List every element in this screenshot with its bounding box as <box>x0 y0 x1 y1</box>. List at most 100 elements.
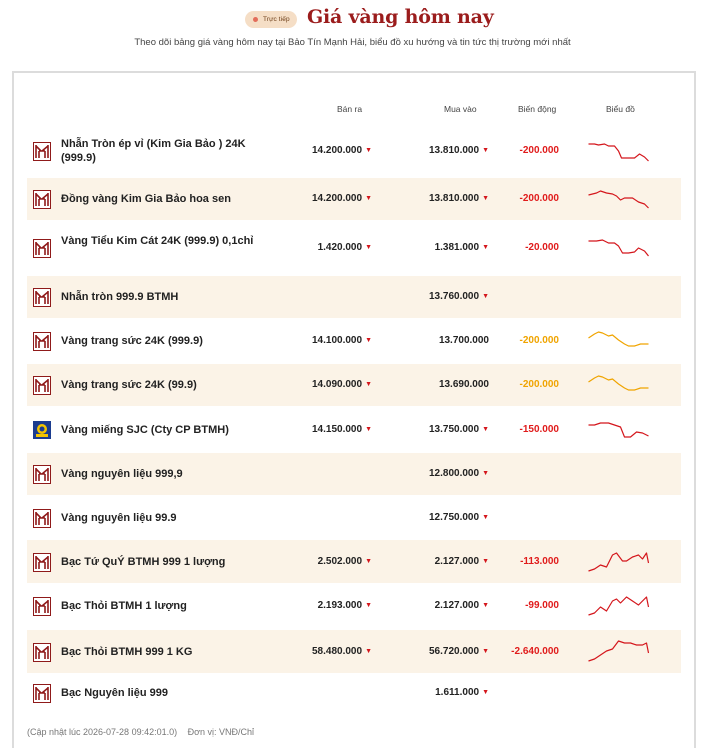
sell-price-value: 14.150.000 <box>312 424 363 435</box>
table-row[interactable]: Bạc Tứ QuÝ BTMH 999 1 lượng 2.502.000 ▼ 2.1… <box>27 540 681 583</box>
table-row[interactable]: Nhẫn Tròn ép vỉ (Kim Gia Bảo ) 24K (999.… <box>27 129 681 173</box>
table-row[interactable]: Đồng vàng Kim Gia Bảo hoa sen 14.200.000 ▼… <box>27 178 681 220</box>
table-row[interactable]: Bạc Thỏi BTMH 1 lượng 2.193.000 ▼ 2.127.000… <box>27 585 681 627</box>
down-arrow-icon: ▼ <box>365 244 372 251</box>
table-row[interactable]: Vàng trang sức 24K (99.9) 14.090.000 ▼ 13.6… <box>27 364 681 406</box>
sell-price: 2.502.000 ▼ <box>318 556 372 567</box>
sell-price: 58.480.000 ▼ <box>312 646 372 657</box>
trend-sparkline[interactable] <box>587 593 651 619</box>
buy-price: 13.810.000 ▼ <box>429 193 489 204</box>
table-row[interactable]: Vàng trang sức 24K (999.9) 14.100.000 ▼ 13.… <box>27 320 681 362</box>
buy-price-value: 1.611.000 <box>435 687 480 698</box>
down-arrow-icon: ▼ <box>365 147 372 154</box>
sell-price: 2.193.000 ▼ <box>318 600 372 611</box>
product-name: Bạc Thỏi BTMH 999 1 KG <box>61 645 193 658</box>
column-header-chart: Biểu đồ <box>606 104 635 114</box>
table-row[interactable]: Bạc Thỏi BTMH 999 1 KG 58.480.000 ▼ 56.720.… <box>27 630 681 673</box>
product-name: Vàng trang sức 24K (999.9) <box>61 335 203 347</box>
down-arrow-icon: ▼ <box>365 647 372 655</box>
product-name: Bạc Nguyên liệu 999 <box>61 687 168 699</box>
page-header: Trực tiếp Giá vàng hôm nay Theo dõi bảng… <box>0 0 705 60</box>
buy-price-value: 12.800.000 <box>429 468 480 479</box>
btmh-logo-icon <box>33 190 51 209</box>
product-name: Nhẫn Tròn ép vỉ (Kim Gia Bảo ) 24K (999.… <box>61 138 246 164</box>
down-arrow-icon: ▼ <box>365 195 372 202</box>
sell-price-value: 2.193.000 <box>317 600 363 611</box>
sell-price: 14.200.000 ▼ <box>312 145 372 156</box>
page-title: Giá vàng hôm nay <box>307 6 494 28</box>
down-arrow-icon: ▼ <box>482 426 489 433</box>
table-row[interactable]: Vàng Tiểu Kim Cát 24K (999.9) 0,1chỉ 1.42… <box>27 225 681 271</box>
sell-price: 1.420.000 ▼ <box>318 242 372 253</box>
buy-price-value: 13.750.000 <box>429 424 480 435</box>
sell-price-value: 2.502.000 <box>317 555 363 567</box>
down-arrow-icon: ▼ <box>365 602 372 609</box>
trend-line <box>588 422 649 438</box>
buy-price-value: 13.690.000 <box>438 379 489 390</box>
buy-price: 13.700.000 <box>439 335 489 346</box>
sell-price-value: 14.200.000 <box>312 145 363 156</box>
last-updated-text: (Cập nhật lúc 2026-07-28 09:42:01.0) <box>27 727 178 737</box>
trend-sparkline[interactable] <box>587 138 651 164</box>
trend-sparkline[interactable] <box>587 417 651 443</box>
buy-price-value: 12.750.000 <box>429 512 480 523</box>
trend-line <box>588 639 650 662</box>
unit-text: Đơn vị: VNĐ/Chỉ <box>187 727 255 737</box>
btmh-logo-icon <box>33 288 51 307</box>
down-arrow-icon: ▼ <box>482 602 489 609</box>
buy-price-value: 13.810.000 <box>429 145 480 156</box>
down-arrow-icon: ▼ <box>482 647 489 655</box>
btmh-logo-icon <box>33 465 51 484</box>
btmh-logo-icon <box>33 552 51 572</box>
down-arrow-icon: ▼ <box>482 689 489 696</box>
buy-price: 13.690.000 <box>439 379 489 390</box>
btmh-logo-icon <box>33 597 51 616</box>
product-name: Đồng vàng Kim Gia Bảo hoa sen <box>61 193 231 205</box>
buy-price: 12.750.000 ▼ <box>429 512 489 523</box>
price-change: -200.000 <box>519 379 559 390</box>
table-row[interactable]: Vàng nguyên liệu 99.9 12.750.000 ▼ <box>27 497 681 539</box>
product-name: Nhẫn tròn 999.9 BTMH <box>61 291 179 303</box>
trend-sparkline[interactable] <box>587 372 651 398</box>
price-change: -2.640.000 <box>511 645 559 657</box>
product-name: Vàng miếng SJC (Cty CP BTMH) <box>61 424 229 436</box>
page-subtitle: Theo dõi bảng giá vàng hôm nay tại Bảo T… <box>134 37 571 48</box>
btmh-logo-icon <box>33 239 51 258</box>
table-row[interactable]: Bạc Nguyên liệu 999 1.611.000 ▼ <box>27 673 681 713</box>
price-change: -200.000 <box>519 145 559 156</box>
buy-price-value: 13.700.000 <box>438 335 489 346</box>
buy-price-value: 2.127.000 <box>434 555 480 567</box>
product-name: Bạc Thỏi BTMH 1 lượng <box>61 600 187 612</box>
price-change: -99.000 <box>525 600 559 611</box>
column-header-sell: Bán ra <box>337 104 363 114</box>
buy-price-value: 13.810.000 <box>429 193 480 204</box>
buy-price-value: 1.381.000 <box>434 242 480 253</box>
table-footer: (Cập nhật lúc 2026-07-28 09:42:01.0) Đơn… <box>27 727 262 737</box>
trend-sparkline[interactable] <box>587 186 651 212</box>
sell-price-value: 14.090.000 <box>312 379 363 390</box>
trend-line <box>588 551 650 572</box>
trend-sparkline[interactable] <box>587 639 651 665</box>
btmh-logo-icon <box>33 142 51 161</box>
sell-price: 14.100.000 ▼ <box>312 335 372 346</box>
product-name: Vàng Tiểu Kim Cát 24K (999.9) 0,1chỉ <box>61 235 254 247</box>
trend-line <box>588 375 649 391</box>
product-name: Bạc Tứ QuÝ BTMH 999 1 lượng <box>61 555 226 568</box>
buy-price: 13.750.000 ▼ <box>429 424 489 435</box>
table-row[interactable]: Vàng miếng SJC (Cty CP BTMH) 14.150.000 ▼ 1… <box>27 408 681 452</box>
trend-sparkline[interactable] <box>587 549 651 575</box>
btmh-logo-icon <box>33 376 51 395</box>
trend-sparkline[interactable] <box>587 328 651 354</box>
trend-line <box>588 190 649 209</box>
buy-price: 13.810.000 ▼ <box>429 145 489 156</box>
trend-sparkline[interactable] <box>587 235 651 261</box>
buy-price: 13.760.000 ▼ <box>429 291 489 302</box>
buy-price-value: 2.127.000 <box>434 600 480 611</box>
table-row[interactable]: Vàng nguyên liệu 999,9 12.800.000 ▼ <box>27 453 681 495</box>
table-row[interactable]: Nhẫn tròn 999.9 BTMH 13.760.000 ▼ <box>27 276 681 318</box>
product-name: Vàng nguyên liệu 999,9 <box>61 468 183 480</box>
column-header-change: Biến động <box>518 104 557 114</box>
buy-price-value: 56.720.000 <box>429 645 480 657</box>
buy-price: 2.127.000 ▼ <box>435 600 489 611</box>
buy-price: 2.127.000 ▼ <box>435 556 489 567</box>
